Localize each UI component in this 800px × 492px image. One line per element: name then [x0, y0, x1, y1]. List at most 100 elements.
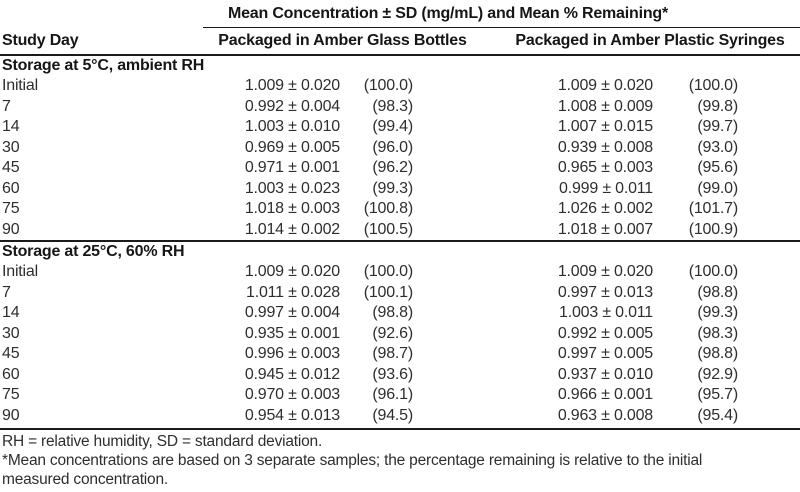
study-day-cell: 7 — [2, 97, 11, 115]
table-row: Initial 1.009 ± 0.020 (100.0) 1.009 ± 0.… — [0, 76, 800, 97]
study-day-cell: 90 — [2, 220, 20, 238]
syringe-concentration-cell: 1.003 ± 0.011 — [559, 304, 653, 321]
syringe-percent-remaining-cell: (100.9) — [688, 220, 738, 238]
glass-concentration-cell: 1.009 ± 0.020 — [244, 263, 340, 280]
syringe-concentration-cell: 0.997 ± 0.005 — [557, 345, 653, 362]
glass-concentration-cell: 1.003 ± 0.023 — [244, 179, 340, 197]
study-day-cell: 30 — [2, 138, 20, 156]
glass-concentration-cell: 1.003 ± 0.010 — [244, 118, 340, 135]
footnote-line: RH = relative humidity, SD = standard de… — [2, 433, 323, 450]
section-header: Storage at 25°C, 60% RH — [2, 243, 185, 260]
glass-percent-remaining-cell: (93.6) — [372, 365, 413, 383]
syringe-percent-remaining-cell: (100.0) — [688, 77, 738, 94]
glass-percent-remaining-cell: (99.3) — [372, 179, 413, 197]
glass-percent-remaining-cell: (100.1) — [363, 283, 413, 301]
section-header: Storage at 5°C, ambient RH — [2, 57, 205, 74]
table-row: 7 0.992 ± 0.004 (98.3) 1.008 ± 0.009 (99… — [0, 97, 800, 118]
glass-concentration-cell: 1.014 ± 0.002 — [244, 220, 340, 238]
table-row: 14 0.997 ± 0.004 (98.8) 1.003 ± 0.011 (9… — [0, 303, 800, 324]
column-header-row: Study Day Packaged in Amber Glass Bottle… — [0, 28, 800, 56]
syringe-percent-remaining-cell: (98.8) — [697, 345, 738, 362]
table-row: 45 0.971 ± 0.001 (96.2) 0.965 ± 0.003 (9… — [0, 158, 800, 179]
section-rows: Initial 1.009 ± 0.020 (100.0) 1.009 ± 0.… — [0, 76, 800, 240]
study-day-cell: 14 — [2, 304, 20, 321]
study-day-cell: 7 — [2, 283, 11, 301]
footnote-line: *Mean concentrations are based on 3 sepa… — [2, 452, 703, 469]
table-row: Initial 1.009 ± 0.020 (100.0) 1.009 ± 0.… — [0, 262, 800, 283]
glass-percent-remaining-cell: (98.3) — [372, 97, 413, 115]
table-row: 75 0.970 ± 0.003 (96.1) 0.966 ± 0.001 (9… — [0, 385, 800, 406]
study-day-cell: Initial — [2, 77, 38, 94]
table-title: Mean Concentration ± SD (mg/mL) and Mean… — [203, 0, 800, 28]
syringe-percent-remaining-cell: (93.0) — [697, 138, 738, 156]
table-footnotes: RH = relative humidity, SD = standard de… — [0, 428, 800, 489]
table-row: 45 0.996 ± 0.003 (98.7) 0.997 ± 0.005 (9… — [0, 344, 800, 365]
glass-percent-remaining-cell: (100.0) — [363, 263, 413, 280]
syringe-percent-remaining-cell: (101.7) — [688, 200, 738, 217]
footnote-line: measured concentration. — [2, 471, 168, 488]
syringe-concentration-cell: 1.008 ± 0.009 — [557, 97, 653, 115]
glass-concentration-cell: 1.009 ± 0.020 — [244, 77, 340, 94]
table-row: 75 1.018 ± 0.003 (100.8) 1.026 ± 0.002 (… — [0, 199, 800, 220]
table-body: Storage at 5°C, ambient RH Initial 1.009… — [0, 56, 800, 426]
study-day-cell: 90 — [2, 406, 20, 424]
syringe-concentration-cell: 0.992 ± 0.005 — [557, 324, 653, 342]
table-row: 90 1.014 ± 0.002 (100.5) 1.018 ± 0.007 (… — [0, 220, 800, 241]
table-row: 14 1.003 ± 0.010 (99.4) 1.007 ± 0.015 (9… — [0, 117, 800, 138]
glass-percent-remaining-cell: (100.8) — [363, 200, 413, 217]
table-section: Storage at 25°C, 60% RH Initial 1.009 ± … — [0, 240, 800, 426]
glass-percent-remaining-cell: (100.5) — [363, 220, 413, 238]
table-row: 7 1.011 ± 0.028 (100.1) 0.997 ± 0.013 (9… — [0, 283, 800, 304]
table-row: 90 0.954 ± 0.013 (94.5) 0.963 ± 0.008 (9… — [0, 406, 800, 427]
study-day-cell: 75 — [2, 200, 20, 217]
syringe-percent-remaining-cell: (95.6) — [697, 159, 738, 176]
glass-percent-remaining-cell: (96.2) — [372, 159, 413, 176]
syringe-percent-remaining-cell: (99.0) — [697, 179, 738, 197]
syringe-concentration-cell: 0.965 ± 0.003 — [557, 159, 653, 176]
glass-concentration-cell: 0.945 ± 0.012 — [244, 365, 340, 383]
syringe-percent-remaining-cell: (100.0) — [688, 263, 738, 280]
study-day-cell: 75 — [2, 386, 20, 403]
glass-concentration-cell: 0.935 ± 0.001 — [244, 324, 340, 342]
title-stub-spacer — [0, 0, 203, 28]
glass-concentration-cell: 0.970 ± 0.003 — [244, 386, 340, 403]
glass-percent-remaining-cell: (100.0) — [363, 77, 413, 94]
table-row: 60 1.003 ± 0.023 (99.3) 0.999 ± 0.011 (9… — [0, 179, 800, 200]
syringe-percent-remaining-cell: (99.8) — [697, 97, 738, 115]
study-day-cell: Initial — [2, 263, 38, 280]
syringe-concentration-cell: 1.018 ± 0.007 — [557, 220, 653, 238]
table-row: 30 0.935 ± 0.001 (92.6) 0.992 ± 0.005 (9… — [0, 324, 800, 345]
glass-percent-remaining-cell: (98.8) — [372, 304, 413, 321]
study-day-column-header: Study Day — [2, 32, 79, 49]
syringe-concentration-cell: 0.937 ± 0.010 — [557, 365, 653, 383]
table-row: 60 0.945 ± 0.012 (93.6) 0.937 ± 0.010 (9… — [0, 365, 800, 386]
glass-bottles-column-header: Packaged in Amber Glass Bottles — [218, 32, 467, 49]
glass-concentration-cell: 1.018 ± 0.003 — [244, 200, 340, 217]
study-day-cell: 30 — [2, 324, 20, 342]
glass-concentration-cell: 0.971 ± 0.001 — [244, 159, 340, 176]
table-row: 30 0.969 ± 0.005 (96.0) 0.939 ± 0.008 (9… — [0, 138, 800, 159]
syringe-percent-remaining-cell: (99.3) — [697, 304, 738, 321]
glass-percent-remaining-cell: (92.6) — [372, 324, 413, 342]
glass-concentration-cell: 0.969 ± 0.005 — [244, 138, 340, 156]
glass-percent-remaining-cell: (96.0) — [372, 138, 413, 156]
syringe-concentration-cell: 0.963 ± 0.008 — [557, 406, 653, 424]
study-day-cell: 60 — [2, 179, 20, 197]
section-rows: Initial 1.009 ± 0.020 (100.0) 1.009 ± 0.… — [0, 262, 800, 426]
glass-concentration-cell: 0.992 ± 0.004 — [244, 97, 340, 115]
syringe-percent-remaining-cell: (92.9) — [697, 365, 738, 383]
glass-concentration-cell: 0.996 ± 0.003 — [244, 345, 340, 362]
glass-percent-remaining-cell: (99.4) — [372, 118, 413, 135]
glass-percent-remaining-cell: (94.5) — [372, 406, 413, 424]
glass-percent-remaining-cell: (96.1) — [372, 386, 413, 403]
syringe-percent-remaining-cell: (95.4) — [697, 406, 738, 424]
glass-concentration-cell: 1.011 ± 0.028 — [246, 283, 340, 301]
syringe-percent-remaining-cell: (98.8) — [697, 283, 738, 301]
syringe-concentration-cell: 0.999 ± 0.011 — [559, 179, 653, 197]
study-day-cell: 45 — [2, 159, 20, 176]
syringe-percent-remaining-cell: (98.3) — [697, 324, 738, 342]
study-day-cell: 60 — [2, 365, 20, 383]
glass-concentration-cell: 0.997 ± 0.004 — [244, 304, 340, 321]
plastic-syringes-column-header: Packaged in Amber Plastic Syringes — [515, 32, 785, 49]
